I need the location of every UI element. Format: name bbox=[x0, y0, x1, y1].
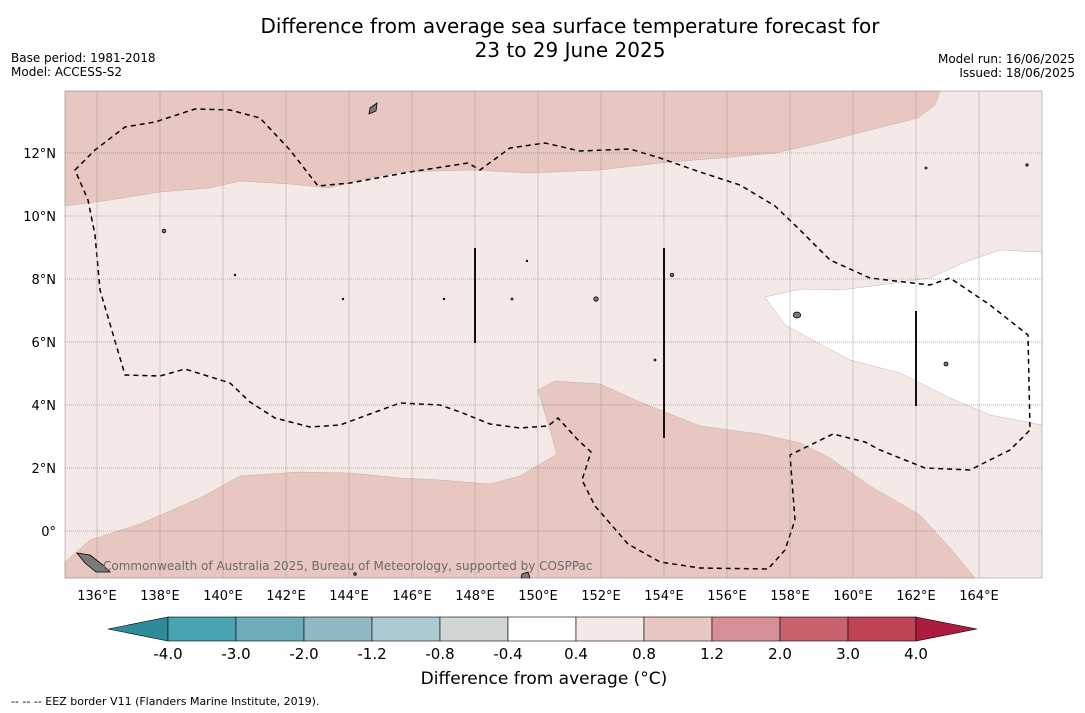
lon-tick-label: 136°E bbox=[77, 589, 117, 604]
colorbar-segment bbox=[439, 616, 509, 642]
model-run-info: Model run: 16/06/2025 Issued: 18/06/2025 bbox=[938, 52, 1075, 80]
lon-tick-label: 138°E bbox=[140, 589, 180, 604]
eez-border bbox=[74, 108, 1031, 570]
colorbar-tick-label: -3.0 bbox=[221, 645, 250, 663]
lon-tick-label: 144°E bbox=[329, 589, 369, 604]
colorbar-tick-label: -1.2 bbox=[357, 645, 386, 663]
lon-tick-label: 154°E bbox=[644, 589, 684, 604]
lon-tick-label: 148°E bbox=[455, 589, 495, 604]
lon-tick-label: 140°E bbox=[203, 589, 243, 604]
lon-tick-label: 156°E bbox=[707, 589, 747, 604]
lon-tick-label: 142°E bbox=[266, 589, 306, 604]
colorbar-tick-label: 3.0 bbox=[836, 645, 860, 663]
title-line-2: 23 to 29 June 2025 bbox=[474, 38, 666, 62]
lat-tick-label: 12°N bbox=[23, 147, 56, 162]
colorbar-segment bbox=[847, 616, 917, 642]
longitude-gridlines bbox=[96, 91, 980, 578]
lat-tick-label: 4°N bbox=[32, 399, 57, 414]
anomaly-band-north bbox=[64, 90, 941, 207]
colorbar-tick-label: -2.0 bbox=[289, 645, 318, 663]
lon-tick-label: 164°E bbox=[959, 589, 999, 604]
colorbar-label: Difference from average (°C) bbox=[420, 669, 668, 689]
colorbar-segment bbox=[779, 616, 849, 642]
map-frame: Commonwealth of Australia 2025, Bureau o… bbox=[64, 90, 1043, 579]
issued-text: Issued: 18/06/2025 bbox=[959, 66, 1075, 80]
lon-tick-label: 162°E bbox=[896, 589, 936, 604]
base-period-text: Base period: 1981-2018 bbox=[11, 51, 156, 65]
lon-tick-label: 160°E bbox=[833, 589, 873, 604]
copyright-credit: Commonwealth of Australia 2025, Bureau o… bbox=[103, 559, 593, 573]
lon-tick-label: 152°E bbox=[581, 589, 621, 604]
map-border bbox=[64, 90, 1043, 579]
eez-legend-footnote: -- -- -- EEZ border V11 (Flanders Marine… bbox=[11, 695, 320, 708]
colorbar-extend-high bbox=[915, 616, 978, 642]
islands bbox=[76, 102, 1029, 579]
exclusion-lines bbox=[474, 248, 917, 438]
lat-tick-label: 0° bbox=[41, 525, 56, 540]
colorbar-extend-low bbox=[107, 616, 169, 642]
colorbar-segment bbox=[507, 616, 577, 642]
latitude-gridlines bbox=[65, 152, 1042, 532]
longitude-tick-labels: 136°E 138°E 140°E 142°E 144°E 146°E 148°… bbox=[77, 589, 999, 604]
model-text: Model: ACCESS-S2 bbox=[11, 65, 123, 79]
lon-tick-label: 150°E bbox=[518, 589, 558, 604]
colorbar bbox=[107, 616, 978, 642]
anomaly-band-south bbox=[64, 380, 976, 579]
map-title: Difference from average sea surface temp… bbox=[0, 14, 1085, 62]
colorbar-segment bbox=[643, 616, 713, 642]
lat-tick-label: 6°N bbox=[32, 336, 57, 351]
colorbar-tick-label: 1.2 bbox=[700, 645, 724, 663]
colorbar-tick-labels: -4.0 -3.0 -2.0 -1.2 -0.8 -0.4 0.4 0.8 1.2 2.0 3.0 4… bbox=[153, 645, 928, 663]
colorbar-tick-label: 0.8 bbox=[632, 645, 656, 663]
lon-tick-label: 158°E bbox=[770, 589, 810, 604]
colorbar-tick-label: 0.4 bbox=[564, 645, 588, 663]
colorbar-tick-label: -0.4 bbox=[493, 645, 522, 663]
lon-tick-label: 146°E bbox=[392, 589, 432, 604]
lat-tick-label: 2°N bbox=[32, 462, 57, 477]
colorbar-tick-label: -4.0 bbox=[153, 645, 182, 663]
neutral-patch-east bbox=[764, 249, 1043, 426]
title-line-1: Difference from average sea surface temp… bbox=[260, 14, 880, 38]
lat-tick-label: 10°N bbox=[23, 210, 56, 225]
colorbar-segment bbox=[575, 616, 645, 642]
colorbar-segment bbox=[711, 616, 781, 642]
model-run-text: Model run: 16/06/2025 bbox=[937, 52, 1075, 66]
colorbar-segment bbox=[167, 616, 237, 642]
base-period-info: Base period: 1981-2018 Model: ACCESS-S2 bbox=[11, 51, 156, 79]
colorbar-tick-label: -0.8 bbox=[425, 645, 454, 663]
colorbar-tick-label: 2.0 bbox=[768, 645, 792, 663]
colorbar-segment bbox=[235, 616, 305, 642]
colorbar-segment bbox=[371, 616, 441, 642]
latitude-tick-labels: 12°N 10°N 8°N 6°N 4°N 2°N 0° bbox=[23, 147, 56, 540]
lat-tick-label: 8°N bbox=[32, 273, 57, 288]
colorbar-segment bbox=[303, 616, 373, 642]
colorbar-tick-label: 4.0 bbox=[904, 645, 928, 663]
